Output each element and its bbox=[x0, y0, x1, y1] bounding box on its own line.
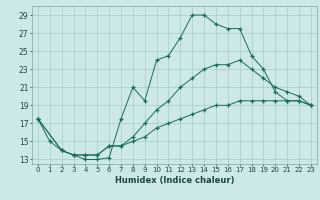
X-axis label: Humidex (Indice chaleur): Humidex (Indice chaleur) bbox=[115, 176, 234, 185]
